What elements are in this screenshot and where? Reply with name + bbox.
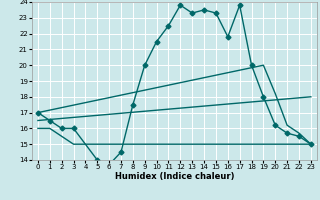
X-axis label: Humidex (Indice chaleur): Humidex (Indice chaleur) <box>115 172 234 181</box>
